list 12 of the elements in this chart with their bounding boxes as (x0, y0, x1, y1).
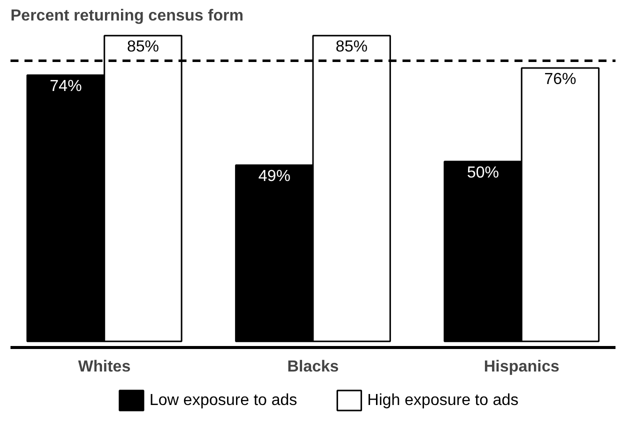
data-label: 85% (336, 38, 368, 56)
chart-title: Percent returning census form (10, 8, 244, 24)
data-label: 76% (544, 70, 576, 88)
x-tick-label: Whites (78, 358, 131, 376)
x-tick-label: Blacks (287, 358, 339, 376)
data-label: 85% (126, 38, 159, 56)
data-label: 50% (467, 164, 500, 182)
legend-label: High exposure to ads (367, 392, 519, 409)
data-label: 74% (50, 78, 82, 96)
data-label: 49% (258, 168, 290, 186)
legend-label: Low exposure to ads (150, 392, 298, 409)
x-tick-label: Hispanics (484, 358, 560, 376)
